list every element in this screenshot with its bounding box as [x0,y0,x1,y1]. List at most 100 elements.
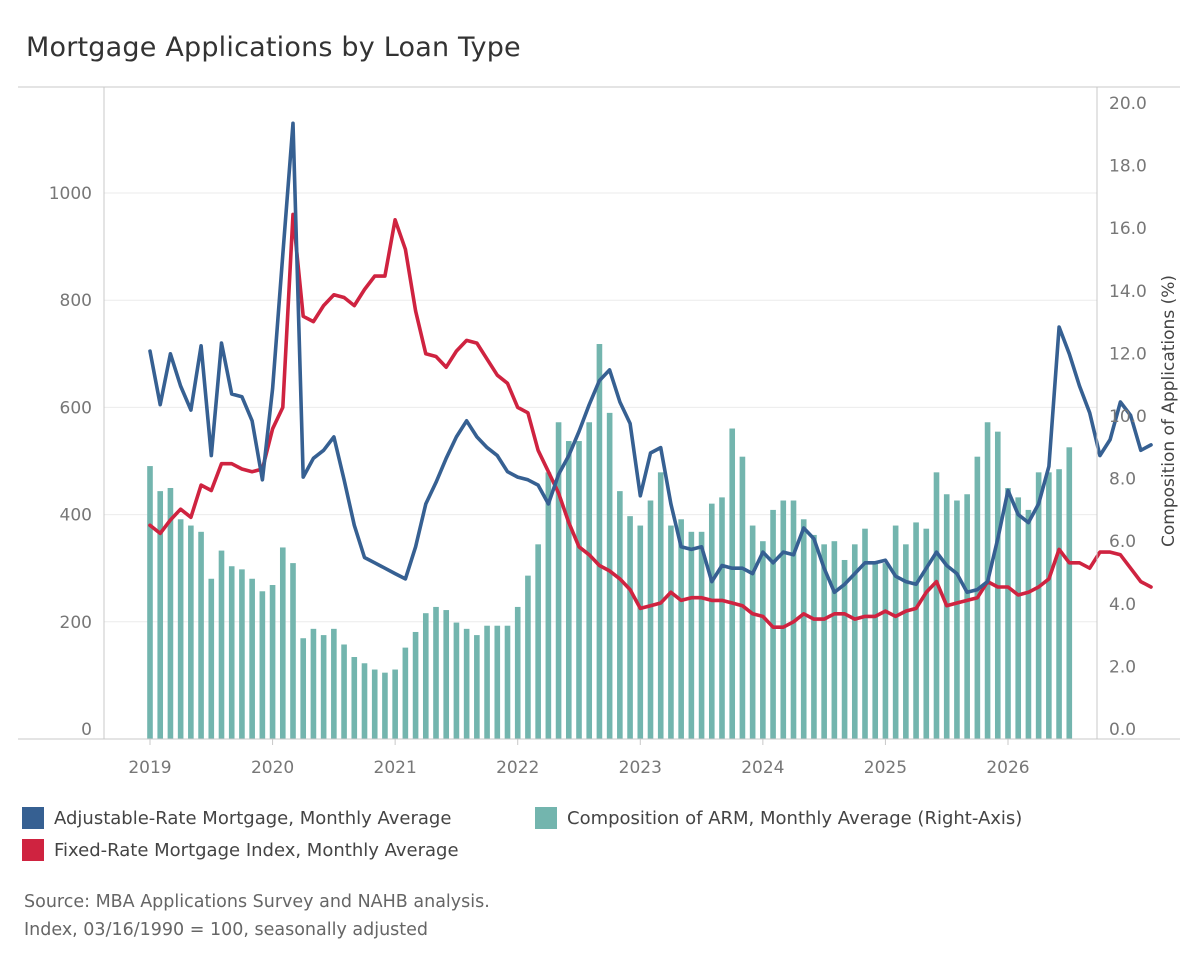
legend-item-arm[interactable]: Adjustable-Rate Mortgage, Monthly Averag… [22,807,451,829]
x-tick-label: 2022 [496,758,539,778]
arm-share-bar [382,672,388,739]
arm-share-bar [627,516,633,739]
arm-share-bar [361,663,368,739]
right-tick-label: 0.0 [1109,720,1136,740]
arm-share-bar [606,412,613,739]
arm-share-bar [514,606,521,739]
right-tick-label: 10.0 [1109,407,1147,427]
legend-item-frm[interactable]: Fixed-Rate Mortgage Index, Monthly Avera… [22,839,459,861]
right-tick-label: 16.0 [1109,219,1147,239]
arm-share-bar [402,647,409,739]
arm-share-bar [239,569,245,739]
arm-share-bar [739,456,746,739]
arm-share-bar [412,631,419,739]
left-tick-label: 200 [60,613,92,633]
left-tick-label: 400 [60,506,92,526]
arm-share-bar [484,625,490,739]
arm-share-bar [586,422,593,739]
arm-share-bar [494,625,501,739]
arm-share-bar [841,559,848,739]
arm-share-bar [617,491,623,739]
arm-share-bar [719,497,725,739]
arm-share-bar [259,591,266,739]
legend-swatch-frm [22,839,44,861]
frm-series-line [148,212,1153,630]
arm-share-bar [964,494,970,739]
source-line-2: Index, 03/16/1990 = 100, seasonally adju… [24,920,429,940]
left-tick-label: 0 [81,720,92,740]
arm-share-bar [565,441,572,739]
series-lines [148,121,1153,630]
arm-share-bar [310,628,317,739]
arm-share-bar [913,522,919,739]
arm-share-bar [811,534,817,739]
source-note: Source: MBA Applications Survey and NAHB… [24,888,490,944]
arm-share-bar [300,638,307,739]
x-tick-label: 2026 [986,758,1029,778]
right-tick-label: 8.0 [1109,470,1136,490]
arm-share-bar [453,622,460,739]
arm-share-bar [1025,509,1032,739]
arm-share-bar [1056,469,1062,739]
arm-share-bar [903,544,909,739]
arm-share-bar [341,644,347,739]
right-tick-label: 4.0 [1109,595,1136,615]
arm-share-bar [188,525,194,739]
left-tick-label: 800 [60,291,92,311]
arm-share-bar [872,563,879,739]
arm-share-bar [923,528,930,739]
arm-share-bar [1046,472,1052,739]
right-tick-label: 14.0 [1109,282,1147,302]
arm-share-bar [698,531,705,739]
arm-share-bar [647,500,654,739]
arm-share-bar [596,344,603,739]
arm-share-bar [729,428,736,739]
legend-item-share[interactable]: Composition of ARM, Monthly Average (Rig… [535,807,1022,829]
arm-share-bar [770,509,776,739]
left-tick-label: 600 [60,398,92,418]
arm-share-bar [351,657,358,739]
arm-share-bar [637,525,644,739]
arm-share-bar [504,625,511,739]
arm-share-bar [147,466,153,739]
arm-share-bar [474,635,480,739]
arm-series-line [148,121,1153,595]
arm-share-bar [443,610,450,739]
arm-share-bar [463,628,470,739]
arm-share-bar [422,613,429,739]
arm-share-bar [678,519,684,739]
arm-share-bar [688,531,695,739]
arm-share-bar [892,525,899,739]
arm-share-bar [821,544,827,739]
arm-share-bar [218,550,225,739]
arm-share-bar [331,628,337,739]
arm-share-bar [800,519,807,739]
arm-share-bar [943,494,950,739]
x-tick-label: 2019 [128,758,171,778]
right-axis-label: Composition of Applications (%) [1159,275,1179,547]
chart-area: 0 200 400 600 800 1000 0.0 2.0 4.0 6.0 8.0 10.0 12.0… [18,86,1180,778]
arm-share-bar [749,525,756,739]
arm-share-bar [882,563,889,739]
arm-share-bar [954,500,960,739]
right-tick-label: 6.0 [1109,532,1136,552]
arm-share-bar [371,669,378,739]
arm-share-bar [831,541,838,739]
legend-label-share: Composition of ARM, Monthly Average (Rig… [567,807,1023,829]
arm-share-bar [177,519,184,739]
right-tick-label: 2.0 [1109,657,1136,677]
right-tick-label: 20.0 [1109,94,1147,114]
arm-share-bar [668,525,674,739]
chart-title: Mortgage Applications by Loan Type [26,32,521,63]
arm-share-bars [147,344,1073,739]
arm-share-bar [167,487,174,739]
legend-swatch-share [535,807,557,829]
arm-share-bar [290,563,296,739]
arm-share-bar [780,500,787,739]
source-line-1: Source: MBA Applications Survey and NAHB… [24,892,490,912]
arm-share-bar [576,441,582,739]
arm-share-bar [198,531,204,739]
arm-share-bar [208,578,215,739]
arm-share-bar [525,575,531,739]
arm-share-bar [1035,472,1042,739]
